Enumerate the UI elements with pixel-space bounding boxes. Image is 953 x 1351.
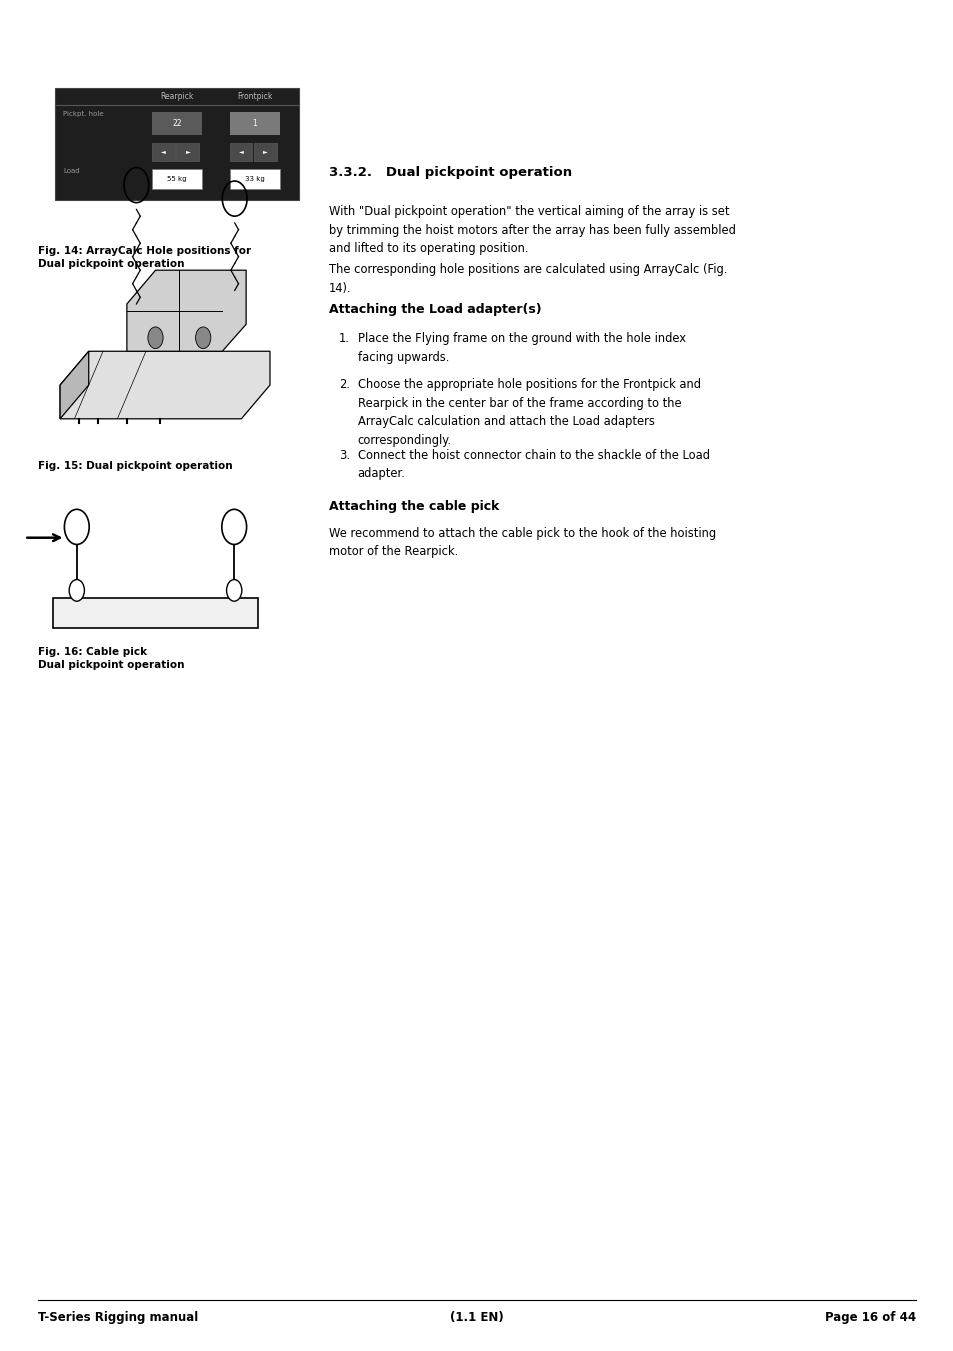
Circle shape [195,327,211,349]
Circle shape [227,580,242,601]
Text: Load: Load [63,168,79,173]
Circle shape [65,509,90,544]
Text: ►: ► [263,150,268,154]
FancyBboxPatch shape [55,88,298,200]
Text: Choose the appropriate hole positions for the Frontpick and
Rearpick in the cent: Choose the appropriate hole positions fo… [357,378,700,447]
Text: Page 16 of 44: Page 16 of 44 [823,1310,915,1324]
Text: We recommend to attach the cable pick to the hook of the hoisting
motor of the R: We recommend to attach the cable pick to… [329,527,716,558]
Text: Attaching the Load adapter(s): Attaching the Load adapter(s) [329,303,541,316]
FancyBboxPatch shape [152,143,174,161]
Text: ◄: ◄ [161,150,165,154]
Text: 22: 22 [172,119,181,128]
Text: Fig. 15: Dual pickpoint operation: Fig. 15: Dual pickpoint operation [38,461,233,470]
Text: 2.: 2. [338,378,350,392]
Polygon shape [127,270,246,351]
FancyBboxPatch shape [230,169,280,189]
Text: 1.: 1. [338,332,349,346]
FancyBboxPatch shape [152,169,202,189]
FancyBboxPatch shape [53,598,257,628]
Text: 33 kg: 33 kg [245,176,264,182]
Text: Place the Flying frame on the ground with the hole index
facing upwards.: Place the Flying frame on the ground wit… [357,332,685,363]
Text: Attaching the cable pick: Attaching the cable pick [329,500,499,513]
Text: The corresponding hole positions are calculated using ArrayCalc (Fig.
14).: The corresponding hole positions are cal… [329,263,727,295]
Text: Fig. 14: ArrayCalc Hole positions for
Dual pickpoint operation: Fig. 14: ArrayCalc Hole positions for Du… [38,246,251,269]
Text: (1.1 EN): (1.1 EN) [450,1310,503,1324]
Text: Fig. 16: Cable pick
Dual pickpoint operation: Fig. 16: Cable pick Dual pickpoint opera… [38,647,185,670]
Text: Connect the hoist connector chain to the shackle of the Load
adapter.: Connect the hoist connector chain to the… [357,449,709,480]
FancyBboxPatch shape [152,112,202,135]
FancyBboxPatch shape [254,143,277,161]
FancyBboxPatch shape [176,143,199,161]
FancyBboxPatch shape [230,143,253,161]
Text: Pickpt. hole: Pickpt. hole [63,111,104,116]
FancyBboxPatch shape [230,112,280,135]
Text: T-Series Rigging manual: T-Series Rigging manual [38,1310,198,1324]
Text: ◄: ◄ [238,150,243,154]
Text: 1: 1 [253,119,257,128]
Circle shape [221,509,246,544]
Text: 3.: 3. [338,449,350,462]
Text: With "Dual pickpoint operation" the vertical aiming of the array is set
by trimm: With "Dual pickpoint operation" the vert… [329,205,735,255]
Circle shape [148,327,163,349]
Text: Rearpick: Rearpick [160,92,193,101]
Polygon shape [60,351,270,419]
Text: 3.3.2.   Dual pickpoint operation: 3.3.2. Dual pickpoint operation [329,166,572,180]
Text: ►: ► [186,150,190,154]
Circle shape [69,580,85,601]
Polygon shape [60,351,89,419]
Text: Frontpick: Frontpick [237,92,273,101]
Text: 55 kg: 55 kg [167,176,187,182]
